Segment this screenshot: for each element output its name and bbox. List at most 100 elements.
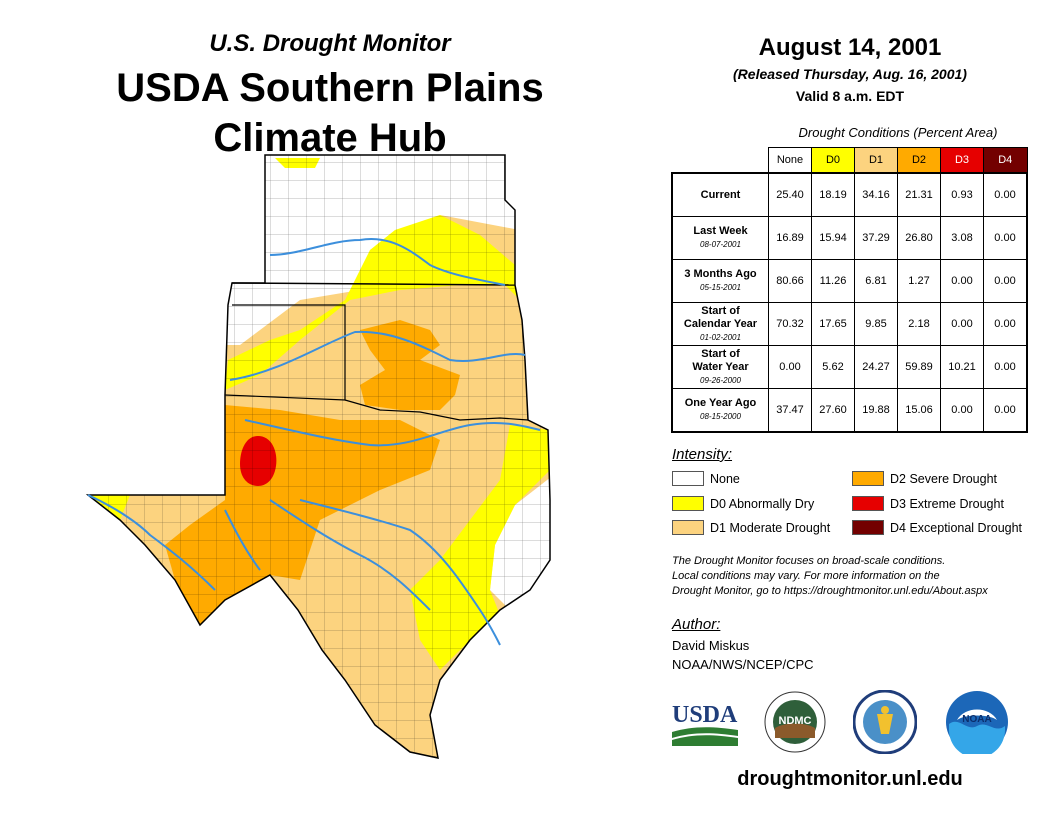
col-d0: D0 (812, 148, 855, 174)
legend-swatch-d1 (672, 520, 704, 535)
noaa-logo-text: NOAA (962, 714, 991, 725)
row-label-text: Current (701, 189, 741, 201)
cell-value: 0.00 (769, 346, 812, 389)
ndmc-logo-text: NDMC (779, 715, 812, 727)
table-caption: Drought Conditions (Percent Area) (768, 125, 1028, 140)
map-brand-title: U.S. Drought Monitor (130, 30, 530, 58)
site-url[interactable]: droughtmonitor.unl.edu (690, 768, 1010, 791)
cell-value: 70.32 (769, 303, 812, 346)
county-grid (0, 140, 560, 780)
cell-value: 25.40 (769, 173, 812, 217)
cell-value: 26.80 (898, 217, 941, 260)
row-label-text: Start of (701, 348, 740, 360)
release-date: (Released Thursday, Aug. 16, 2001) (690, 66, 1010, 82)
cell-value: 10.21 (941, 346, 984, 389)
legend-title: Intensity: (672, 446, 732, 463)
note-line: Drought Monitor, go to https://droughtmo… (672, 584, 1052, 599)
noaa-logo: NOAA (945, 690, 1009, 754)
legend-label: D2 Severe Drought (890, 472, 997, 486)
legend-swatch-d2 (852, 471, 884, 486)
author-org: NOAA/NWS/NCEP/CPC (672, 657, 814, 672)
legend-label: D3 Extreme Drought (890, 497, 1004, 511)
legend-item-d2: D2 Severe Drought (852, 471, 997, 486)
table-row-one-year-ago: One Year Ago 08-15-2000 37.47 27.60 19.88… (672, 389, 1027, 433)
row-date: 05-15-2001 (673, 281, 768, 294)
legend-item-none: None (672, 471, 740, 486)
row-label: Current (672, 173, 769, 217)
col-d3: D3 (941, 148, 984, 174)
col-d1: D1 (855, 148, 898, 174)
table-row-3-months-ago: 3 Months Ago 05-15-2001 80.66 11.26 6.81 … (672, 260, 1027, 303)
cell-value: 0.00 (984, 303, 1028, 346)
row-label: Start of Calendar Year 01-02-2001 (672, 303, 769, 346)
cell-value: 27.60 (812, 389, 855, 433)
department-of-commerce-seal (853, 690, 917, 754)
legend-swatch-none (672, 471, 704, 486)
note-line: The Drought Monitor focuses on broad-sca… (672, 554, 1052, 569)
legend-label: None (710, 472, 740, 486)
disclaimer-note: The Drought Monitor focuses on broad-sca… (672, 554, 1052, 599)
cell-value: 9.85 (855, 303, 898, 346)
cell-value: 59.89 (898, 346, 941, 389)
cell-value: 11.26 (812, 260, 855, 303)
row-date: 01-02-2001 (673, 331, 768, 344)
cell-value: 0.00 (984, 217, 1028, 260)
cell-value: 6.81 (855, 260, 898, 303)
table-row-last-week: Last Week 08-07-2001 16.89 15.94 37.29 26… (672, 217, 1027, 260)
row-date: 08-07-2001 (673, 238, 768, 251)
cell-value: 0.00 (941, 303, 984, 346)
valid-time: Valid 8 a.m. EDT (690, 88, 1010, 104)
cell-value: 15.94 (812, 217, 855, 260)
row-label: Last Week 08-07-2001 (672, 217, 769, 260)
row-label: 3 Months Ago 05-15-2001 (672, 260, 769, 303)
author-name: David Miskus (672, 638, 749, 653)
note-line: Local conditions may vary. For more info… (672, 569, 1052, 584)
usda-logo-text: USDA (672, 702, 738, 728)
legend-swatch-d0 (672, 496, 704, 511)
row-label-text: One Year Ago (685, 397, 757, 409)
cell-value: 0.00 (984, 173, 1028, 217)
col-d4: D4 (984, 148, 1028, 174)
row-label: Start of Water Year 09-26-2000 (672, 346, 769, 389)
usda-logo: USDA (672, 700, 738, 748)
cell-value: 80.66 (769, 260, 812, 303)
col-d2: D2 (898, 148, 941, 174)
table-row-current: Current 25.40 18.19 34.16 21.31 0.93 0.0… (672, 173, 1027, 217)
table-row-start-water-year: Start of Water Year 09-26-2000 0.00 5.62 2… (672, 346, 1027, 389)
legend-item-d3: D3 Extreme Drought (852, 496, 1004, 511)
legend-item-d4: D4 Exceptional Drought (852, 520, 1022, 535)
cell-value: 3.08 (941, 217, 984, 260)
cell-value: 21.31 (898, 173, 941, 217)
cell-value: 1.27 (898, 260, 941, 303)
cell-value: 0.00 (941, 260, 984, 303)
row-label-text-2: Calendar Year (684, 318, 757, 330)
ndmc-logo: NDMC (763, 690, 827, 754)
cell-value: 34.16 (855, 173, 898, 217)
author-label: Author: (672, 616, 720, 633)
cell-value: 0.00 (941, 389, 984, 433)
row-label-text: Last Week (693, 225, 747, 237)
cell-value: 18.19 (812, 173, 855, 217)
table-header-row: None D0 D1 D2 D3 D4 (672, 148, 1027, 174)
cell-value: 19.88 (855, 389, 898, 433)
legend-swatch-d4 (852, 520, 884, 535)
cell-value: 0.93 (941, 173, 984, 217)
drought-map (0, 140, 560, 780)
row-date: 09-26-2000 (673, 374, 768, 387)
cell-value: 2.18 (898, 303, 941, 346)
cell-value: 0.00 (984, 389, 1028, 433)
cell-value: 0.00 (984, 346, 1028, 389)
cell-value: 17.65 (812, 303, 855, 346)
legend-item-d0: D0 Abnormally Dry (672, 496, 814, 511)
col-none: None (769, 148, 812, 174)
row-label: One Year Ago 08-15-2000 (672, 389, 769, 433)
cell-value: 5.62 (812, 346, 855, 389)
legend-item-d1: D1 Moderate Drought (672, 520, 830, 535)
legend-label: D4 Exceptional Drought (890, 521, 1022, 535)
cell-value: 24.27 (855, 346, 898, 389)
table-corner (672, 148, 769, 174)
row-label-text: 3 Months Ago (684, 268, 756, 280)
row-date: 08-15-2000 (673, 410, 768, 423)
row-label-text: Start of (701, 305, 740, 317)
cell-value: 16.89 (769, 217, 812, 260)
